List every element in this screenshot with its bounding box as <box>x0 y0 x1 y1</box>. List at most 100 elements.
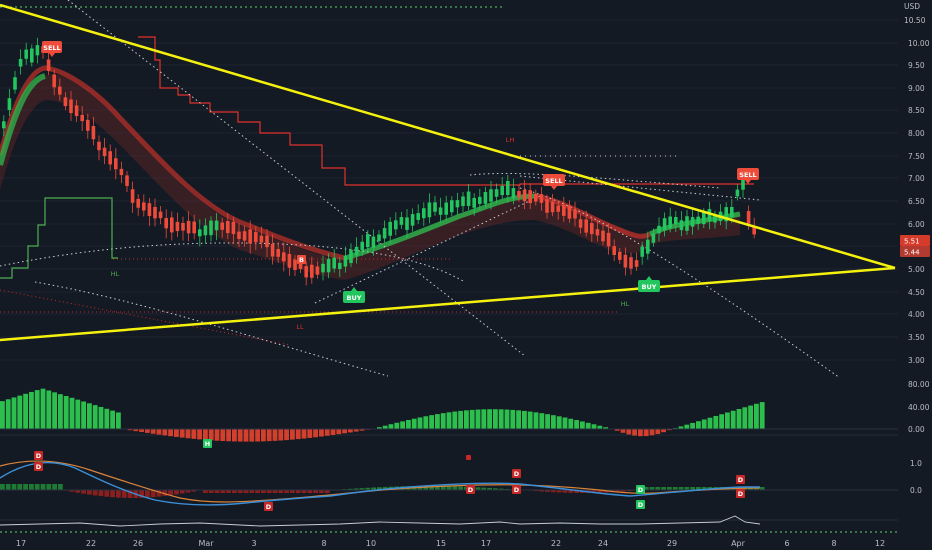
candle-body <box>601 230 605 242</box>
momentum-bar <box>359 488 365 490</box>
candle-body <box>702 212 706 225</box>
sell-signal-2[interactable]: SELL <box>543 174 565 190</box>
candle-body <box>382 228 387 239</box>
buy-signal-1-label: BUY <box>347 294 362 302</box>
d-marker-11 <box>466 455 471 460</box>
sell-signal-3[interactable]: SELL <box>737 168 759 184</box>
momentum-bar <box>696 487 701 490</box>
price-tick: 10.00 <box>908 39 930 48</box>
buy-signal-2[interactable]: BUY <box>638 276 660 292</box>
histogram-bar <box>591 424 597 429</box>
histogram-bar <box>17 395 23 429</box>
momentum-bar <box>284 490 289 493</box>
histogram-bar <box>290 429 295 440</box>
currency-label: USD <box>904 2 920 11</box>
momentum-bar <box>649 487 655 490</box>
candle-body <box>578 219 583 228</box>
candle-body <box>153 206 157 219</box>
momentum-bar <box>429 486 434 490</box>
pivot-hl-2: HL <box>621 300 630 308</box>
histogram-bar <box>498 409 504 429</box>
candle-body <box>466 191 471 206</box>
histogram-bar <box>336 429 342 435</box>
time-axis[interactable]: 17 22 26 Mar 3 8 10 15 17 22 24 29 Apr 6… <box>0 536 898 550</box>
momentum-bar <box>597 490 603 493</box>
last-price-tag: 5.51 <box>900 235 930 246</box>
momentum-bar <box>5 484 11 490</box>
candle-body <box>562 204 566 216</box>
candle-body <box>730 207 734 217</box>
momentum-bar <box>104 490 110 497</box>
momentum-bar <box>377 487 382 490</box>
momentum-bar <box>684 487 690 490</box>
histogram-bar <box>69 397 75 429</box>
volume-line <box>0 515 761 527</box>
histogram-bar <box>603 427 608 429</box>
histogram-bar <box>580 421 585 429</box>
histogram-bar <box>261 429 266 442</box>
histogram-bar <box>475 409 481 429</box>
candle-body <box>231 221 236 235</box>
histogram-bar <box>690 422 695 429</box>
histogram-bar <box>232 429 237 442</box>
histogram-bar <box>632 429 637 436</box>
momentum-bar <box>34 484 40 490</box>
histogram-bar <box>220 429 226 442</box>
histogram-bar <box>162 429 168 436</box>
candle-body <box>528 190 532 204</box>
momentum-bar <box>759 487 765 490</box>
d-marker-3: D <box>264 502 273 511</box>
candle-body <box>461 196 465 207</box>
momentum-bar <box>11 484 17 490</box>
price-tick: 3.50 <box>908 333 925 342</box>
candle-body <box>584 219 588 233</box>
candle-body <box>623 254 628 268</box>
histogram-bar <box>359 429 365 431</box>
price-axis[interactable]: USD 10.50 10.00 9.50 9.00 8.50 8.00 7.50… <box>898 0 932 550</box>
momentum-bar <box>690 487 695 490</box>
price-tick: 10.50 <box>904 16 926 25</box>
momentum-bar <box>0 484 5 490</box>
momentum-bar <box>185 490 191 493</box>
candle-body <box>416 213 420 220</box>
histogram-bar <box>429 415 434 429</box>
histogram-bar <box>278 429 284 441</box>
histogram-bar <box>719 414 724 429</box>
candle-body <box>203 225 208 236</box>
candle-body <box>662 218 667 231</box>
momentum-bar <box>290 490 295 493</box>
svg-text:D: D <box>266 503 272 511</box>
momentum-bar <box>556 490 562 493</box>
momentum-bar <box>127 490 133 498</box>
histogram-bar <box>400 421 405 429</box>
upper-trendline <box>0 3 896 270</box>
candle-body <box>354 246 359 256</box>
candle-body <box>86 119 90 131</box>
candle-body <box>326 258 331 273</box>
candle-body <box>522 189 527 202</box>
histogram-bar <box>481 409 487 429</box>
momentum-bar <box>319 490 324 493</box>
histogram-bar <box>452 411 458 429</box>
momentum-bar <box>162 490 168 496</box>
histogram-bar <box>696 421 701 429</box>
sell-signal-1[interactable]: SELL <box>42 41 62 57</box>
candle-body <box>181 222 185 231</box>
candle-body <box>735 189 740 197</box>
buy-signal-1[interactable]: BUY <box>343 287 365 303</box>
pivot-ll: LL <box>296 323 304 331</box>
histogram-bar <box>40 388 46 429</box>
candle-body <box>175 221 180 232</box>
time-tick: 24 <box>598 539 608 548</box>
candle-body <box>478 196 482 204</box>
momentum-bar <box>121 490 127 498</box>
time-tick: 8 <box>321 539 326 548</box>
candle-body <box>590 223 594 235</box>
candle-body <box>192 221 196 234</box>
candle-body <box>338 263 342 269</box>
momentum-bar <box>81 490 86 494</box>
histogram-bar <box>614 429 620 431</box>
histogram-bar <box>568 418 574 429</box>
